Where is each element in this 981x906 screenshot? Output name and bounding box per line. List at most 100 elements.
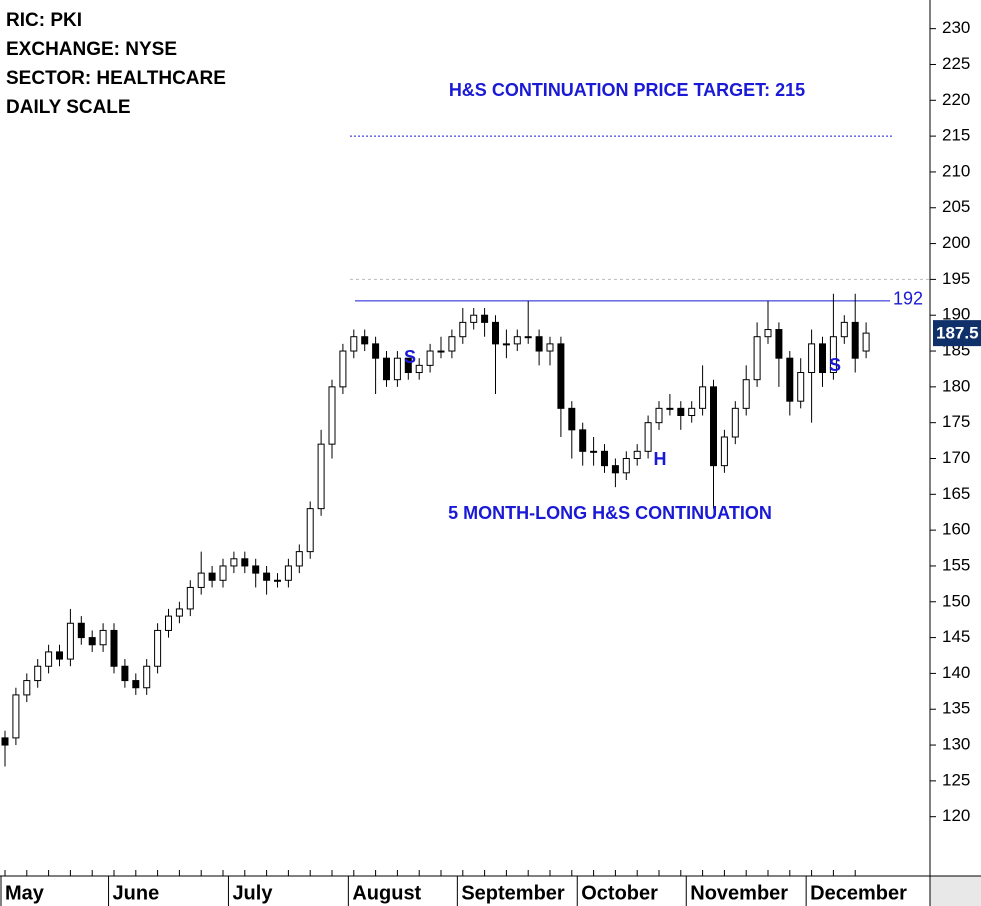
candle-body — [154, 629, 162, 667]
candle-body — [88, 637, 96, 646]
candle-body — [219, 565, 227, 581]
y-tick-label: 120 — [942, 806, 970, 825]
y-tick-label: 155 — [942, 555, 970, 574]
y-tick-label: 215 — [942, 126, 970, 145]
candle-body — [34, 665, 42, 682]
candle-body — [535, 336, 543, 352]
candle-body — [524, 336, 532, 339]
candle-body — [77, 622, 85, 639]
candle-body — [12, 694, 20, 739]
candle-body — [328, 386, 336, 445]
candle-body — [186, 586, 194, 610]
candle-body — [633, 450, 641, 459]
header-line: DAILY SCALE — [6, 97, 131, 118]
x-tick-label: October — [581, 882, 658, 904]
candle-body — [829, 336, 837, 374]
candle-body — [808, 343, 816, 374]
candle-body — [622, 457, 630, 474]
candle-body — [56, 651, 63, 660]
candle-body — [644, 422, 652, 452]
last-price-box — [933, 320, 981, 347]
candle-body — [383, 357, 390, 381]
candle-body — [786, 357, 794, 402]
candle-body — [688, 407, 696, 417]
candle-body — [710, 386, 717, 467]
candle-body — [448, 336, 456, 352]
candle-body — [579, 429, 587, 452]
candle-body — [372, 343, 380, 359]
candle-body — [252, 565, 260, 574]
header-line: SECTOR: HEALTHCARE — [6, 68, 226, 89]
y-tick-label: 180 — [942, 376, 970, 395]
y-tick-label: 230 — [942, 18, 970, 37]
candle-body — [1, 737, 9, 746]
candle-body — [241, 558, 249, 567]
neckline-label: 192 — [893, 289, 923, 309]
y-tick-label: 175 — [942, 412, 970, 431]
candle-body — [481, 314, 489, 323]
x-tick-label: November — [690, 882, 788, 904]
x-tick-label: September — [461, 882, 565, 904]
candle-body — [720, 436, 728, 467]
candle-body — [175, 608, 183, 617]
y-tick-label: 170 — [942, 448, 970, 467]
candle-body — [121, 665, 129, 682]
candle-body — [590, 450, 598, 453]
candle-body — [306, 508, 314, 553]
candle-body — [470, 314, 478, 323]
candle-body — [274, 579, 281, 582]
header-line: RIC: PKI — [6, 10, 82, 31]
candle-body — [775, 329, 783, 359]
candle-body — [99, 629, 107, 646]
candle-body — [230, 558, 238, 567]
header-line: EXCHANGE: NYSE — [6, 39, 177, 60]
candle-body — [699, 386, 707, 409]
corner-box — [930, 876, 981, 906]
candle-body — [611, 465, 619, 474]
x-tick-label: June — [113, 882, 160, 904]
candle-body — [350, 336, 358, 352]
y-tick-label: 150 — [942, 591, 970, 610]
candle-body — [45, 651, 53, 667]
candle-body — [404, 357, 412, 374]
candle-body — [797, 372, 805, 402]
candle-body — [361, 336, 369, 345]
x-tick-label: August — [352, 882, 421, 904]
candle-body — [284, 565, 292, 581]
annotation: S — [404, 347, 416, 367]
y-tick-label: 195 — [942, 269, 970, 288]
candle-body — [677, 407, 685, 417]
candle-body — [66, 622, 74, 660]
y-tick-label: 125 — [942, 770, 970, 789]
y-tick-label: 145 — [942, 627, 970, 646]
candle-body — [851, 321, 859, 359]
y-tick-label: 130 — [942, 735, 970, 754]
last-price-label: 187.5 — [936, 324, 979, 343]
annotation: 5 MONTH-LONG H&S CONTINUATION — [448, 503, 772, 523]
candle-body — [339, 350, 347, 388]
y-tick-label: 225 — [942, 54, 970, 73]
y-tick-label: 190 — [942, 305, 970, 324]
candle-body — [513, 336, 521, 345]
annotation: H — [654, 449, 667, 469]
candle-body — [23, 680, 31, 696]
y-tick-label: 140 — [942, 663, 970, 682]
candle-body — [415, 364, 423, 374]
y-tick-label: 165 — [942, 484, 970, 503]
annotation: S — [829, 355, 841, 375]
candle-body — [459, 321, 467, 338]
candle-body — [492, 321, 499, 345]
candle-body — [568, 407, 576, 431]
y-tick-label: 220 — [942, 90, 970, 109]
candle-body — [263, 572, 271, 581]
candle-body — [753, 336, 761, 381]
candle-body — [208, 572, 216, 581]
candle-body — [317, 443, 325, 510]
candle-body — [165, 615, 172, 631]
candle-body — [426, 350, 434, 366]
candle-body — [862, 332, 870, 352]
candle-body — [393, 357, 401, 381]
x-tick-label: May — [5, 882, 45, 904]
y-tick-label: 135 — [942, 699, 970, 718]
y-tick-label: 205 — [942, 197, 970, 216]
